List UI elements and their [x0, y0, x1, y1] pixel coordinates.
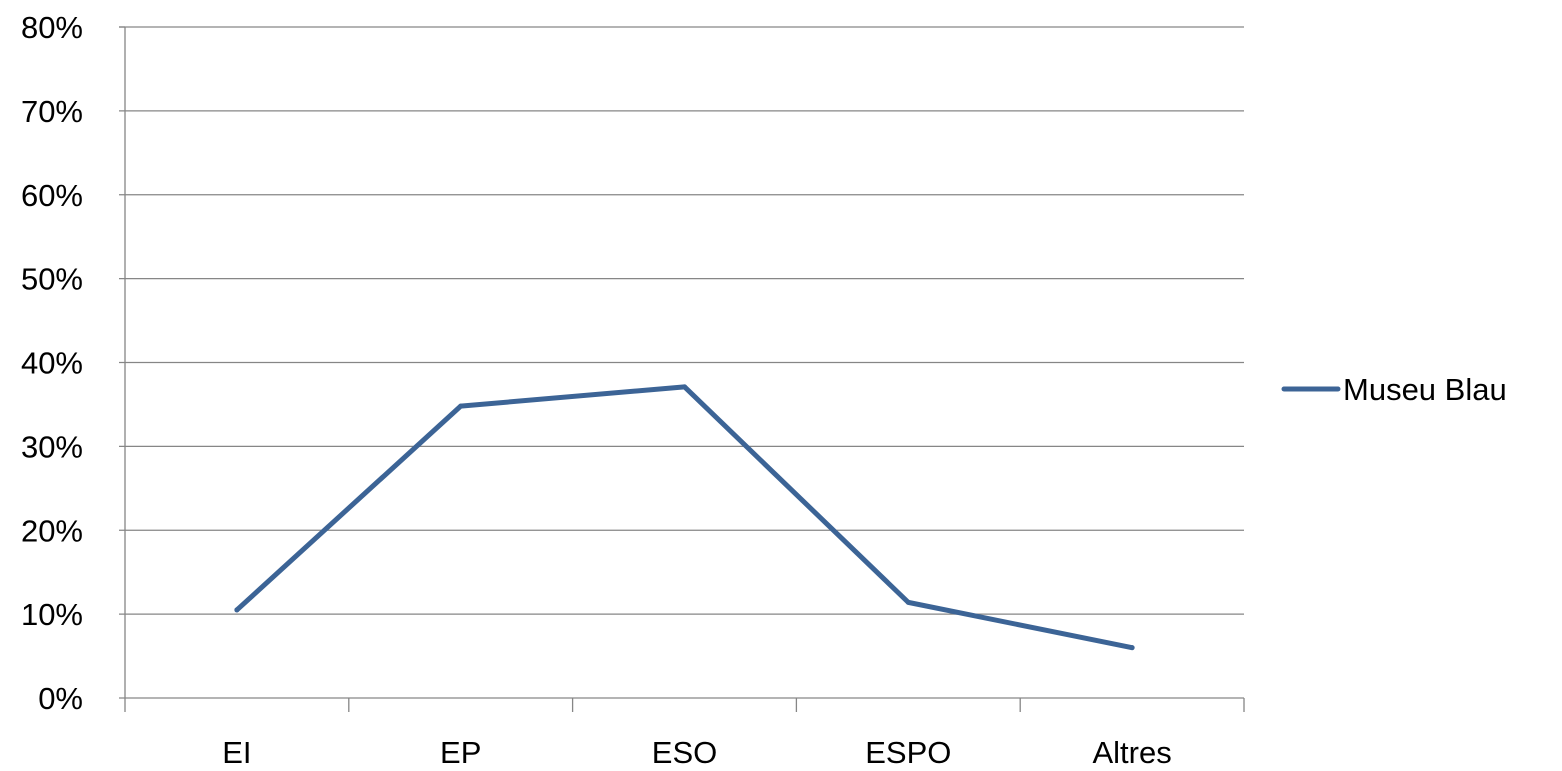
x-tick-label: ESPO — [865, 735, 951, 770]
legend: Museu Blau — [1281, 372, 1507, 407]
y-tick-label: 20% — [21, 513, 83, 548]
series-lines — [234, 384, 1135, 651]
data-point — [458, 403, 464, 409]
axes — [119, 26, 1245, 712]
data-point — [682, 384, 687, 390]
data-point — [234, 607, 240, 613]
data-point — [1129, 645, 1135, 651]
y-tick-labels: 0% 10% 20% 30% 40% 50% 60% 70% 80% — [21, 10, 83, 716]
x-tick-label: ESO — [652, 735, 717, 770]
x-tick-labels: EI EP ESO ESPO Altres — [222, 735, 1171, 770]
gridlines — [119, 26, 1244, 615]
y-tick-label: 50% — [21, 262, 83, 297]
x-tick-label: EI — [222, 735, 251, 770]
x-tick-label: EP — [440, 735, 481, 770]
y-tick-label: 80% — [21, 10, 83, 45]
y-tick-label: 40% — [21, 346, 83, 381]
legend-label: Museu Blau — [1343, 372, 1507, 407]
x-tick-label: Altres — [1092, 735, 1171, 770]
y-tick-label: 70% — [21, 94, 83, 129]
y-tick-label: 30% — [21, 429, 83, 464]
y-tick-label: 60% — [21, 178, 83, 213]
data-point — [905, 599, 911, 605]
series-line — [234, 384, 1135, 651]
y-tick-label: 10% — [21, 597, 83, 632]
y-tick-label: 0% — [38, 681, 83, 716]
